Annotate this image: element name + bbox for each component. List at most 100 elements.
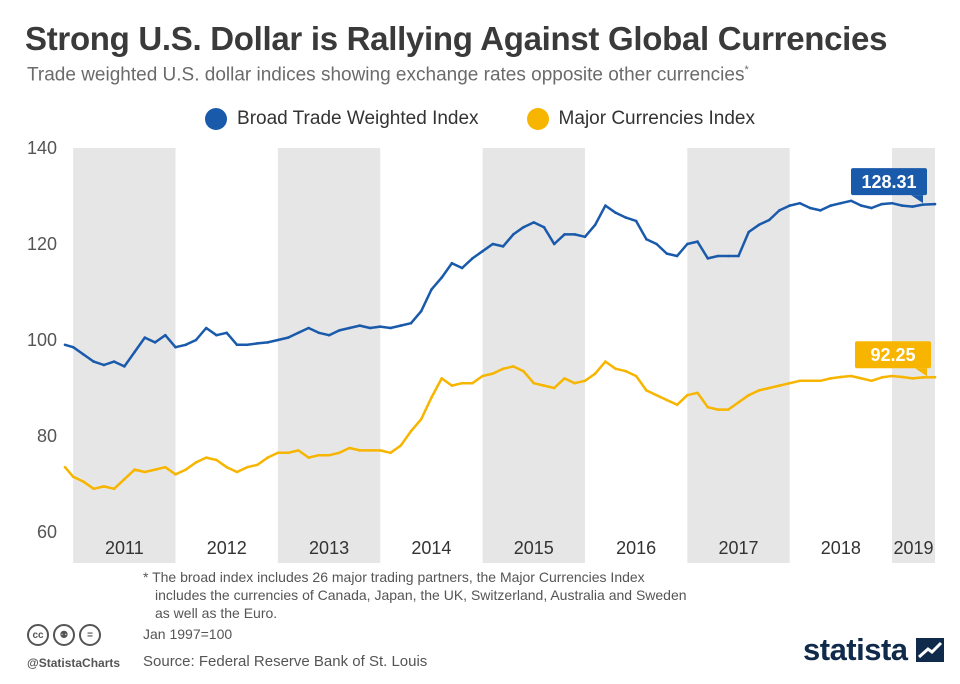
data-point-broad (778, 209, 781, 212)
data-point-broad (933, 202, 937, 206)
data-point-major (880, 376, 884, 379)
data-point-broad (532, 221, 536, 224)
data-point-major (593, 372, 597, 375)
attribution-icon[interactable]: ⚉ (53, 624, 75, 646)
data-point-major (655, 393, 658, 397)
data-point-broad (808, 206, 812, 210)
data-point-major (307, 456, 310, 459)
y-tick-label-120: 120 (27, 234, 57, 254)
data-point-major (501, 367, 505, 371)
data-point-major (430, 396, 433, 399)
data-point-broad (522, 225, 525, 229)
data-point-broad (430, 288, 433, 291)
chart-subtitle: Trade weighted U.S. dollar indices showi… (27, 64, 749, 86)
data-point-major (665, 398, 669, 402)
x-tick-label-2018: 2018 (821, 538, 861, 558)
chart-title: Strong U.S. Dollar is Rallying Against G… (25, 20, 888, 57)
cc-icon[interactable]: cc (27, 624, 49, 646)
data-point-broad (614, 211, 617, 215)
social-handle[interactable]: @StatistaCharts (27, 656, 121, 670)
data-point-broad (389, 326, 392, 330)
data-point-major (348, 446, 351, 450)
data-point-major (542, 384, 546, 387)
data-point-broad (225, 331, 229, 335)
data-point-broad (71, 345, 75, 349)
data-point-broad (143, 336, 147, 339)
legend-swatch-broad (205, 108, 228, 130)
data-point-broad (563, 233, 566, 236)
data-point-major (552, 386, 556, 390)
data-point-major (63, 465, 67, 469)
data-point-major (143, 470, 147, 474)
data-point-broad (829, 204, 832, 207)
data-point-major (860, 377, 863, 380)
data-point-broad (501, 245, 505, 248)
x-tick-label-2011: 2011 (105, 538, 144, 558)
data-point-broad (82, 353, 85, 356)
data-point-major (409, 429, 413, 433)
end-label-box-broad (851, 168, 927, 196)
data-point-major (675, 403, 679, 407)
data-point-broad (675, 254, 679, 258)
data-point-broad (757, 223, 761, 227)
data-point-major (522, 369, 525, 373)
line-chart: 60 80 100 120 140 2011 2012 2013 2014 2015 2016 201… (27, 138, 937, 563)
data-point-broad (184, 343, 188, 347)
data-point-major (808, 379, 812, 383)
data-point-broad (880, 202, 884, 206)
legend: Broad Trade Weighted Index Major Currenc… (0, 108, 960, 130)
data-point-broad (256, 342, 259, 345)
data-point-major (245, 465, 249, 469)
legend-swatch-major (526, 108, 549, 130)
year-band-2013 (277, 148, 381, 563)
data-point-broad (338, 329, 341, 332)
data-point-major (112, 487, 116, 491)
data-point-broad (317, 331, 321, 335)
data-point-major (440, 377, 443, 380)
data-point-major (634, 374, 638, 378)
no-derivatives-icon[interactable]: = (79, 624, 101, 646)
end-label-pointer-major (915, 368, 927, 377)
brand-name: statista (803, 632, 908, 667)
data-point-broad (491, 242, 495, 246)
data-point-major (123, 477, 126, 481)
data-point-broad (164, 333, 167, 337)
data-point-major (686, 393, 689, 397)
series-line-major (64, 360, 936, 491)
data-point-major (767, 386, 771, 390)
data-point-major (338, 451, 341, 455)
data-point-major (276, 451, 280, 455)
data-point-major (645, 389, 648, 392)
data-point-major (890, 374, 894, 378)
data-point-broad (266, 341, 269, 344)
data-point-broad (440, 276, 443, 279)
legend-label-major: Major Currencies Index (558, 108, 755, 129)
year-band-2017 (687, 148, 790, 563)
y-tick-label-100: 100 (27, 330, 57, 350)
data-point-major (133, 468, 136, 471)
data-point-broad (399, 324, 403, 327)
brand-logo[interactable]: statista (803, 632, 944, 668)
data-point-broad (798, 201, 802, 205)
data-point-broad (870, 206, 873, 210)
data-point-major (368, 449, 372, 452)
data-point-major (563, 377, 566, 380)
data-point-major (174, 473, 177, 476)
data-point-major (82, 480, 85, 483)
data-point-major (583, 379, 587, 383)
data-point-broad (204, 326, 208, 330)
data-point-major (778, 384, 781, 387)
data-point-major (788, 381, 791, 385)
data-point-broad (358, 324, 362, 327)
data-point-broad (276, 338, 280, 342)
x-tick-label-2014: 2014 (411, 538, 451, 558)
data-point-broad (788, 204, 791, 207)
data-point-broad (839, 201, 843, 205)
data-point-major (327, 453, 331, 457)
data-point-major (911, 377, 914, 380)
end-value-label-broad: 128.31 (861, 172, 916, 192)
data-point-broad (737, 254, 740, 258)
data-point-broad (655, 242, 658, 246)
subtitle-footnote-marker: * (744, 64, 749, 76)
data-point-major (747, 393, 751, 397)
